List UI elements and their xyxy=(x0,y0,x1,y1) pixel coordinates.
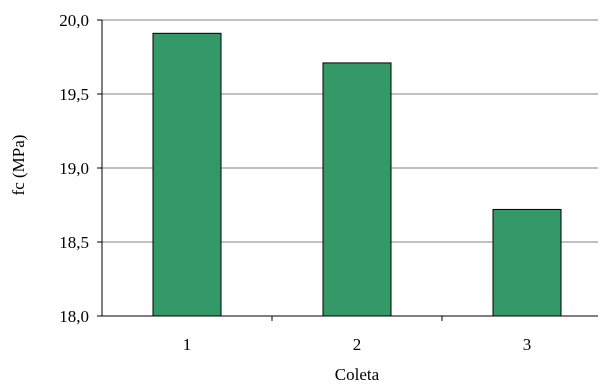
x-tick-label: 1 xyxy=(183,335,192,354)
x-tick-labels: 1 2 3 xyxy=(183,335,532,354)
y-axis-title: fc (MPa) xyxy=(9,135,28,196)
bar-3 xyxy=(492,208,562,317)
y-tick-label: 18,0 xyxy=(59,307,89,326)
bar-1 xyxy=(152,32,222,317)
x-tick-label: 3 xyxy=(523,335,532,354)
y-tick-label: 19,0 xyxy=(59,159,89,178)
x-tick-label: 2 xyxy=(353,335,362,354)
bar-2 xyxy=(322,62,392,317)
y-tick-label: 18,5 xyxy=(59,233,89,252)
y-tick-label: 19,5 xyxy=(59,85,89,104)
y-tick-label: 20,0 xyxy=(59,11,89,30)
x-axis-title: Coleta xyxy=(335,365,380,384)
y-tick-labels: 18,0 18,5 19,0 19,5 20,0 xyxy=(59,11,89,326)
bars xyxy=(152,32,562,317)
axes xyxy=(97,19,598,321)
